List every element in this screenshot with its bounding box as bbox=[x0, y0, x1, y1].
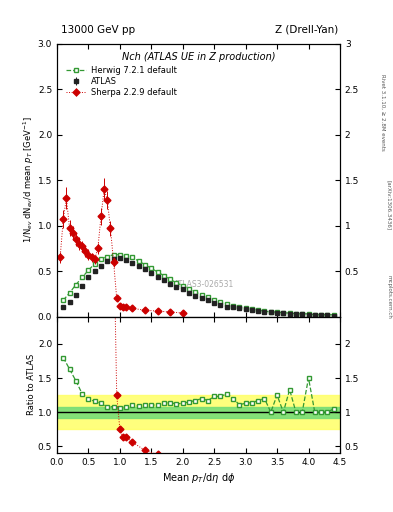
Herwig 7.2.1 default bbox=[199, 292, 204, 298]
Herwig 7.2.1 default bbox=[281, 310, 286, 316]
Text: [arXiv:1306.3436]: [arXiv:1306.3436] bbox=[387, 180, 391, 230]
Herwig 7.2.1 default bbox=[268, 309, 273, 315]
Herwig 7.2.1 default bbox=[174, 280, 179, 286]
Text: Rivet 3.1.10, ≥ 2.8M events: Rivet 3.1.10, ≥ 2.8M events bbox=[381, 74, 386, 151]
Line: Herwig 7.2.1 default: Herwig 7.2.1 default bbox=[61, 252, 336, 317]
Text: Nch (ATLAS UE in Z production): Nch (ATLAS UE in Z production) bbox=[122, 52, 275, 62]
Herwig 7.2.1 default bbox=[262, 308, 267, 314]
Herwig 7.2.1 default bbox=[187, 286, 191, 292]
Herwig 7.2.1 default bbox=[218, 299, 223, 305]
Herwig 7.2.1 default bbox=[243, 305, 248, 311]
Herwig 7.2.1 default bbox=[73, 282, 78, 288]
Herwig 7.2.1 default bbox=[294, 311, 298, 317]
Herwig 7.2.1 default bbox=[149, 265, 154, 271]
Herwig 7.2.1 default bbox=[61, 297, 66, 303]
Text: mcplots.cern.ch: mcplots.cern.ch bbox=[387, 275, 391, 319]
Herwig 7.2.1 default bbox=[306, 311, 311, 317]
Herwig 7.2.1 default bbox=[250, 306, 254, 312]
Herwig 7.2.1 default bbox=[180, 283, 185, 289]
Herwig 7.2.1 default bbox=[256, 307, 261, 313]
Herwig 7.2.1 default bbox=[325, 312, 330, 318]
Herwig 7.2.1 default bbox=[162, 272, 166, 279]
Y-axis label: Ratio to ATLAS: Ratio to ATLAS bbox=[28, 354, 37, 415]
Herwig 7.2.1 default bbox=[300, 311, 305, 317]
Herwig 7.2.1 default bbox=[193, 289, 198, 295]
Herwig 7.2.1 default bbox=[206, 294, 210, 301]
Herwig 7.2.1 default bbox=[136, 258, 141, 264]
Text: Z (Drell-Yan): Z (Drell-Yan) bbox=[275, 25, 338, 35]
Herwig 7.2.1 default bbox=[237, 305, 242, 311]
Text: 13000 GeV pp: 13000 GeV pp bbox=[61, 25, 135, 35]
Herwig 7.2.1 default bbox=[331, 312, 336, 318]
Herwig 7.2.1 default bbox=[319, 312, 323, 318]
Herwig 7.2.1 default bbox=[124, 252, 129, 259]
Herwig 7.2.1 default bbox=[143, 262, 147, 268]
Herwig 7.2.1 default bbox=[92, 261, 97, 267]
Herwig 7.2.1 default bbox=[275, 309, 279, 315]
Herwig 7.2.1 default bbox=[67, 290, 72, 296]
Herwig 7.2.1 default bbox=[80, 274, 84, 281]
Herwig 7.2.1 default bbox=[212, 297, 217, 303]
X-axis label: Mean $p_{T}$/d$\eta$ d$\phi$: Mean $p_{T}$/d$\eta$ d$\phi$ bbox=[162, 471, 235, 485]
Herwig 7.2.1 default bbox=[231, 303, 235, 309]
Herwig 7.2.1 default bbox=[86, 267, 91, 273]
Herwig 7.2.1 default bbox=[155, 269, 160, 275]
Text: ATLAS3-026531: ATLAS3-026531 bbox=[174, 280, 234, 289]
Herwig 7.2.1 default bbox=[168, 276, 173, 282]
Herwig 7.2.1 default bbox=[118, 251, 122, 258]
Herwig 7.2.1 default bbox=[105, 253, 110, 260]
Y-axis label: 1/N$_{ev}$ dN$_{ev}$/d mean $p_{T}$ [GeV$^{-1}$]: 1/N$_{ev}$ dN$_{ev}$/d mean $p_{T}$ [GeV… bbox=[22, 117, 37, 243]
Herwig 7.2.1 default bbox=[111, 251, 116, 258]
Herwig 7.2.1 default bbox=[130, 254, 135, 261]
Herwig 7.2.1 default bbox=[99, 256, 103, 262]
Herwig 7.2.1 default bbox=[224, 301, 229, 307]
Herwig 7.2.1 default bbox=[312, 312, 317, 318]
Legend: Herwig 7.2.1 default, ATLAS, Sherpa 2.2.9 default: Herwig 7.2.1 default, ATLAS, Sherpa 2.2.… bbox=[64, 64, 178, 99]
Herwig 7.2.1 default bbox=[287, 310, 292, 316]
